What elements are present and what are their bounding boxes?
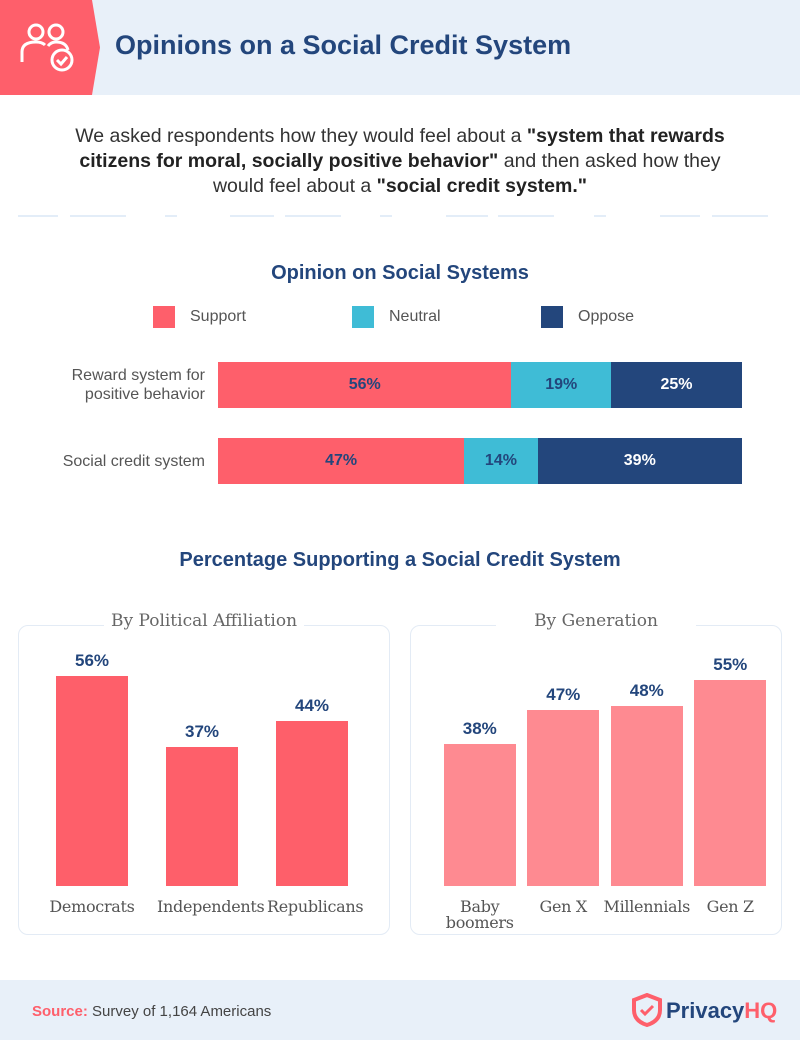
intro-segment: We asked respondents how they would feel…: [75, 125, 527, 147]
logo: PrivacyHQ: [666, 998, 777, 1024]
divider: [498, 215, 554, 217]
x-tick-label: Democrats: [49, 897, 135, 916]
source-label: Source:: [32, 1003, 88, 1020]
header-bar: [0, 0, 800, 95]
divider: [18, 215, 58, 217]
divider: [446, 215, 488, 217]
header-icon-box: [0, 0, 100, 95]
logo-text: HQ: [744, 998, 778, 1023]
bar-segment: [611, 362, 742, 408]
panel-title: By Political Affiliation: [104, 611, 304, 631]
legend-label: Oppose: [578, 308, 635, 325]
value-label: 55%: [713, 654, 748, 674]
value-label: 37%: [184, 722, 220, 742]
divider: [660, 215, 700, 217]
section-title: Percentage Supporting a Social Credit Sy…: [179, 549, 621, 571]
divider: [285, 215, 341, 217]
value-label: 38%: [462, 718, 497, 738]
bar: [56, 676, 128, 886]
chart-title: Opinion on Social Systems: [271, 262, 529, 284]
logo-icon: [632, 993, 662, 1027]
bar: [276, 721, 348, 886]
value-label: 39%: [623, 452, 656, 469]
value-label: 47%: [546, 684, 581, 704]
value-label: 56%: [348, 376, 381, 393]
bar: [610, 706, 683, 886]
divider: [230, 215, 274, 217]
value-label: 19%: [545, 376, 578, 393]
people-icon: [20, 23, 74, 72]
divider: [594, 215, 606, 217]
divider: [70, 215, 126, 217]
intro-segment: "system that rewards citizens for moral,…: [79, 125, 725, 172]
x-tick-label: Baby boomers: [445, 897, 514, 932]
value-label: 47%: [325, 452, 358, 469]
value-label: 25%: [660, 376, 693, 393]
bar: [527, 709, 600, 886]
bar: [166, 747, 238, 886]
bar-segment: [511, 362, 611, 408]
intro-text: We asked respondents how they would feel…: [60, 124, 740, 199]
legend-label: Support: [190, 308, 247, 325]
source: Source: Survey of 1,164 Americans: [32, 1003, 271, 1020]
panel-title: By Generation: [496, 611, 696, 631]
bar: [443, 743, 516, 886]
x-tick-label: Gen X: [539, 897, 588, 916]
x-tick-label: Independents: [157, 897, 265, 916]
x-tick-label: Gen Z: [706, 897, 755, 916]
value-label: 14%: [484, 452, 517, 469]
intro-segment: "social credit system.": [376, 175, 588, 197]
divider: [712, 215, 768, 217]
footer-bar: [0, 980, 800, 1040]
value-label: 48%: [629, 681, 664, 700]
bar-segment: [537, 438, 742, 484]
legend-label: Neutral: [389, 308, 441, 325]
source-text: Survey of 1,164 Americans: [92, 1003, 272, 1020]
x-tick-label: Republicans: [267, 897, 364, 916]
value-label: 56%: [74, 651, 110, 670]
legend-swatch: [153, 306, 175, 328]
divider: [380, 215, 392, 217]
divider: [165, 215, 177, 217]
legend-swatch: [541, 306, 563, 328]
logo-text: Privacy: [666, 998, 745, 1023]
category-label: Social credit system: [62, 452, 205, 470]
page-title: Opinions on a Social Credit System: [115, 30, 572, 60]
intro-segment: and then asked how they would feel about…: [212, 150, 721, 197]
category-label: Reward system for positive behavior: [71, 367, 205, 403]
bar-segment: [464, 438, 538, 484]
bar-segment: [218, 438, 465, 484]
legend-swatch: [352, 306, 374, 328]
bar: [694, 679, 767, 886]
x-tick-label: Millennials: [603, 897, 691, 916]
bar-segment: [218, 362, 512, 408]
value-label: 44%: [294, 696, 330, 715]
